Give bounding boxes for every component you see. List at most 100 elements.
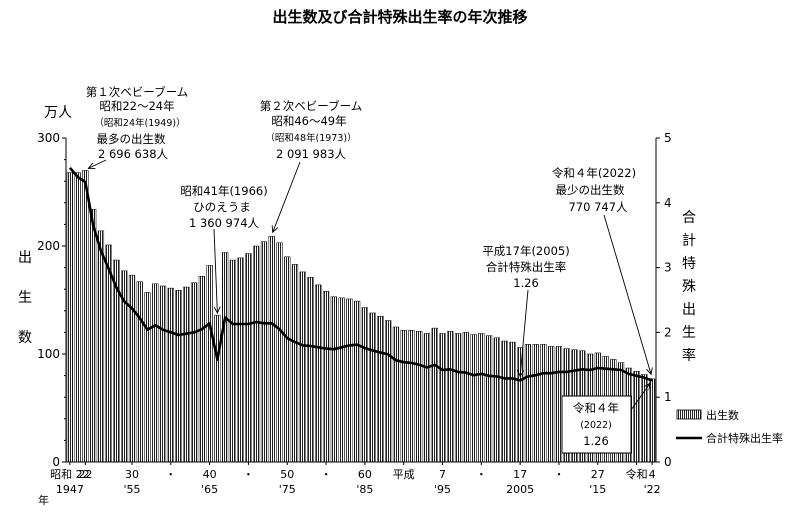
- annotation-box: [561, 395, 632, 454]
- bar: [408, 329, 415, 463]
- x-tick-label: 7: [439, 468, 446, 481]
- x-tick-label: 昭和 22: [50, 468, 90, 481]
- bar: [167, 287, 174, 463]
- y-left-tick-label: 200: [37, 239, 60, 253]
- x-tick-label: 30: [125, 468, 139, 481]
- x-tick-label: 60: [358, 468, 372, 481]
- annotation-line: 合計特殊出生率: [486, 260, 567, 274]
- y-right-tick-label: 5: [664, 131, 672, 145]
- bar: [291, 264, 299, 463]
- bar: [245, 253, 252, 463]
- bar: [214, 314, 221, 463]
- annotation-arrowhead: [213, 306, 221, 315]
- bar: [641, 374, 648, 463]
- annotation-line: 2 696 638人: [98, 147, 169, 161]
- y-right-label-char: 計: [682, 233, 696, 249]
- bar: [74, 172, 81, 463]
- annotation-line: (2022): [580, 420, 612, 431]
- annotation-line: ひのえうま: [193, 200, 251, 214]
- annotation-line: 昭和41年(1966): [180, 184, 267, 198]
- y-left-label-char: 生: [18, 290, 32, 306]
- y-left-unit: 万人: [44, 105, 72, 121]
- bar: [237, 257, 244, 463]
- bar: [501, 340, 508, 463]
- tfr-line: [68, 166, 653, 382]
- annotation-arrow: [519, 289, 529, 377]
- x-tick-label: 平成: [393, 468, 415, 481]
- bar: [540, 344, 547, 463]
- bar: [338, 297, 345, 463]
- y-left-label-char: 数: [18, 330, 32, 346]
- x-side-label: 年: [38, 493, 49, 507]
- legend-bar-label: 出生数: [706, 408, 739, 422]
- bar: [330, 296, 337, 463]
- bar: [222, 252, 229, 463]
- y-right-label-char: 出: [682, 302, 696, 318]
- x-tick-sublabel: 2005: [506, 483, 534, 496]
- y-right-label-char: 率: [682, 347, 696, 364]
- annotation-2022-tfr-box: 令和４年 (2022) 1.26: [561, 395, 632, 454]
- bar: [299, 271, 306, 463]
- annotation-line: 第２次ベビーブーム: [260, 99, 362, 113]
- annotation-line: 最少の出生数: [556, 183, 625, 197]
- x-tick-label: ・: [476, 468, 487, 481]
- x-tick-label: 令和: [626, 467, 648, 481]
- bar: [159, 285, 167, 463]
- bar: [400, 329, 407, 463]
- annotation-arrowhead: [271, 225, 279, 234]
- bar: [144, 292, 151, 463]
- bar: [152, 283, 159, 463]
- x-tick-sublabel: '95: [434, 483, 451, 496]
- annotation-arrow: [213, 228, 218, 314]
- bar: [229, 259, 237, 463]
- y-left-tick-label: 0: [52, 455, 60, 469]
- bar: [175, 290, 182, 463]
- bar: [90, 209, 97, 463]
- bar: [260, 241, 268, 463]
- annotation-line: 770 747人: [568, 200, 628, 214]
- bar: [648, 378, 656, 463]
- x-tick-label: 50: [280, 468, 294, 481]
- bar: [517, 347, 524, 463]
- bar: [315, 284, 322, 463]
- annotation-line: （昭和48年(1973)）: [265, 132, 356, 144]
- bar: [276, 242, 283, 463]
- x-tick-label: ・: [321, 468, 332, 481]
- x-tick-label: ・: [243, 468, 254, 481]
- bar: [136, 281, 143, 463]
- y-right-tick-label: 3: [664, 261, 672, 275]
- bar: [268, 236, 275, 463]
- bar: [353, 300, 361, 463]
- bar: [548, 346, 555, 463]
- x-tick-label: 22: [78, 468, 92, 481]
- bar: [346, 298, 353, 463]
- bar: [128, 274, 136, 463]
- annotation-line: 昭和22～24年: [99, 99, 174, 113]
- bar: [509, 341, 516, 463]
- bar: [392, 326, 400, 463]
- bar: [253, 245, 260, 463]
- bar: [284, 256, 291, 463]
- bar: [369, 312, 376, 463]
- y-left-tick-label: 300: [37, 131, 60, 145]
- y-left-tick-label: 100: [37, 347, 60, 361]
- bar: [198, 275, 205, 463]
- bar: [361, 307, 369, 463]
- bar: [385, 320, 392, 463]
- y-right-label-char: 合: [682, 210, 696, 226]
- bar: [416, 331, 423, 463]
- annotation-line: 最多の出生数: [97, 132, 166, 146]
- annotation-first-baby-boom: 第１次ベビーブーム 昭和22～24年 （昭和24年(1949)） 最多の出生数 …: [86, 85, 188, 161]
- annotation-arrow: [603, 214, 652, 375]
- x-tick-label: ・: [165, 468, 176, 481]
- legend-line-label: 合計特殊出生率: [706, 431, 783, 445]
- annotation-line: 1 360 974人: [189, 216, 260, 230]
- bar: [82, 170, 89, 463]
- annotation-line: 第１次ベビーブーム: [86, 85, 188, 99]
- y-right-tick-label: 0: [664, 455, 672, 469]
- annotation-line: 1.26: [513, 276, 539, 290]
- bar: [462, 332, 469, 463]
- bar: [183, 286, 190, 463]
